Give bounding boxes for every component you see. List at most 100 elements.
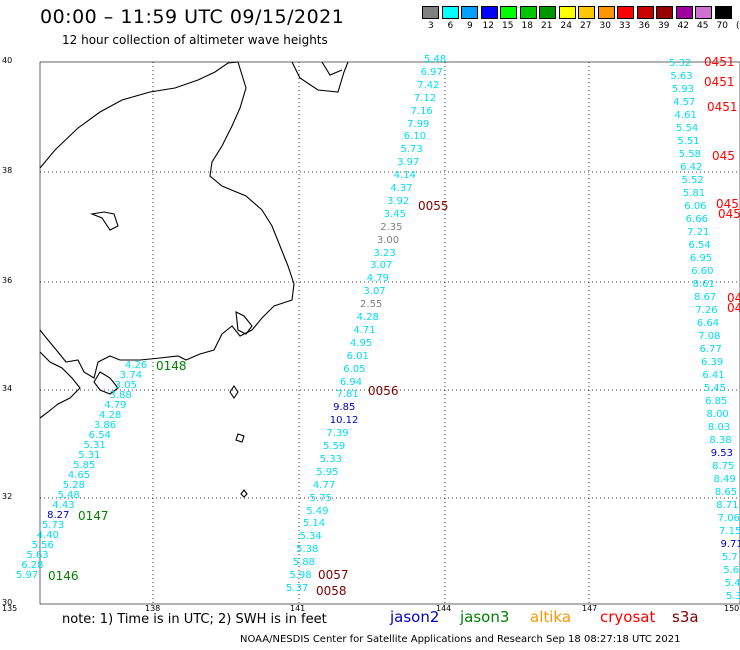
- pass-time-label: 0055: [418, 199, 449, 213]
- swh-value: 5.4: [724, 578, 740, 589]
- swh-value: 4.28: [356, 312, 379, 324]
- legend-swatch: [597, 6, 615, 19]
- map-title: 00:00 – 11:59 UTC 09/15/2021: [40, 6, 345, 28]
- swh-value: 4.28: [99, 410, 122, 421]
- swh-value: 4.26: [125, 360, 148, 371]
- swh-value: 7.26: [695, 305, 718, 316]
- swh-value: 6.54: [88, 430, 111, 441]
- swh-value: 4.71: [353, 324, 376, 336]
- swh-value: 8.00: [706, 409, 729, 420]
- swh-value: 5.93: [671, 84, 695, 95]
- swh-value: 3.07: [363, 286, 386, 298]
- swh-value: 8.65: [714, 487, 738, 498]
- pass-time-label: 0058: [316, 584, 347, 598]
- swh-value: 4.57: [673, 97, 696, 108]
- satellite-name: cryosat: [600, 608, 656, 626]
- swh-value: 8.27: [47, 510, 70, 521]
- swh-value: 8.67: [694, 292, 717, 303]
- legend-swatch: [539, 6, 556, 19]
- swh-value: 4.40: [36, 530, 60, 541]
- swh-value: 4.79: [366, 273, 390, 285]
- swh-value: 5.37: [286, 583, 309, 594]
- longitude-label: 141: [290, 604, 306, 613]
- swh-value: 6.39: [700, 357, 724, 368]
- swh-value: 5.56: [31, 540, 54, 551]
- swh-value: 4.65: [67, 470, 91, 481]
- longitude-label: 147: [582, 604, 598, 613]
- satellite-name: jason2: [390, 608, 440, 626]
- swh-value: 6.64: [696, 318, 720, 329]
- legend-label: 18: [521, 21, 533, 31]
- swh-value: 6.28: [21, 560, 44, 571]
- swh-value: 5.3: [726, 591, 740, 602]
- legend-label: 45: [697, 21, 709, 31]
- legend-label: 70: [716, 21, 728, 31]
- swh-value: 5.32: [669, 58, 692, 69]
- longitude-label: 150: [724, 604, 740, 613]
- legend-swatch: [656, 6, 673, 19]
- swh-value: 4.79: [104, 400, 127, 411]
- swh-value: 5.54: [675, 123, 699, 134]
- pass-time-label: 0147: [78, 509, 109, 523]
- swh-value: 5.38: [296, 544, 319, 556]
- legend-label: 12: [482, 21, 494, 31]
- legend-swatch: [636, 6, 654, 19]
- swh-value: 5.51: [677, 136, 700, 147]
- legend-swatch: [519, 6, 537, 19]
- swh-value: 10.12: [329, 415, 359, 427]
- swh-value: 5.97: [16, 570, 39, 581]
- swh-value: 3.05: [114, 380, 137, 391]
- satellite-name: jason3: [460, 608, 510, 626]
- legend-swatch: [480, 6, 498, 19]
- footer-credit: NOAA/NESDIS Center for Satellite Applica…: [240, 634, 681, 645]
- legend-swatch: [617, 6, 634, 19]
- swh-value: 7.42: [417, 79, 440, 91]
- legend-label: 9: [467, 21, 473, 31]
- swh-value: 5.48: [424, 54, 447, 65]
- swh-value: 8.49: [713, 474, 736, 485]
- swh-value: 6.66: [685, 214, 708, 225]
- swh-value: 6.95: [689, 253, 713, 264]
- swh-value: 3.00: [376, 234, 400, 246]
- swh-value: 6.97: [420, 66, 443, 78]
- longitude-label: 138: [145, 604, 161, 613]
- legend-swatch: [558, 6, 576, 19]
- swh-value: 5.63: [670, 71, 693, 82]
- swh-value: 8.75: [712, 461, 735, 472]
- pass-time-label: 045: [712, 149, 735, 163]
- swh-value: 3.45: [383, 208, 406, 220]
- swh-value: 5.88: [292, 557, 315, 569]
- swh-value: 5.75: [309, 492, 332, 504]
- swh-value: 5.63: [26, 550, 49, 561]
- swh-value: 6.06: [684, 201, 707, 212]
- swh-value: 5.14: [302, 518, 326, 530]
- satellite-name: s3a: [672, 608, 699, 626]
- longitude-label: 144: [436, 604, 452, 613]
- swh-value: 6.42: [680, 162, 703, 173]
- satellite-name: altika: [530, 608, 572, 626]
- swh-value: 6.10: [403, 131, 427, 143]
- swh-value: 2.35: [380, 221, 403, 233]
- legend-label: 30: [599, 21, 611, 31]
- swh-value: 7.12: [413, 92, 437, 104]
- longitude-label: 135: [2, 604, 18, 613]
- swh-value: 4.95: [349, 337, 373, 349]
- swh-value: 4.37: [390, 183, 413, 195]
- swh-value: 5.6: [723, 565, 740, 576]
- swh-value: 4.77: [312, 479, 336, 491]
- swh-value: 5.31: [83, 440, 106, 451]
- swh-value: 7.21: [687, 227, 710, 238]
- swh-value: 6.85: [705, 396, 728, 407]
- swh-value: 8.71: [716, 500, 739, 511]
- swh-value: 3.97: [397, 157, 420, 169]
- swh-value: 5.52: [681, 175, 704, 186]
- legend-swatch: [578, 6, 595, 19]
- swh-value: 5.58: [678, 149, 701, 160]
- swh-value: 9.85: [333, 402, 356, 414]
- legend-label: 33: [619, 21, 631, 31]
- pass-time-label: 0451: [704, 75, 735, 89]
- swh-value: 4.43: [52, 500, 75, 511]
- swh-value: 7.39: [326, 428, 349, 440]
- swh-value: 5.73: [41, 520, 65, 531]
